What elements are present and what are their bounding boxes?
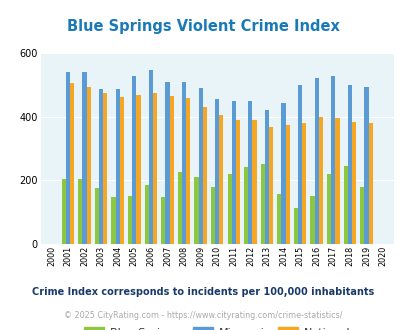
- Bar: [314, 78, 318, 244]
- Bar: [136, 95, 140, 244]
- Bar: [169, 96, 173, 244]
- Bar: [144, 185, 149, 244]
- Bar: [111, 197, 115, 244]
- Bar: [326, 174, 330, 244]
- Bar: [202, 107, 206, 244]
- Bar: [78, 179, 82, 244]
- Bar: [95, 188, 99, 244]
- Bar: [231, 101, 235, 244]
- Bar: [211, 187, 215, 244]
- Bar: [99, 88, 103, 244]
- Bar: [82, 72, 86, 244]
- Bar: [119, 97, 124, 244]
- Bar: [248, 101, 252, 244]
- Bar: [115, 88, 119, 244]
- Bar: [161, 197, 165, 244]
- Bar: [277, 194, 281, 244]
- Bar: [215, 99, 219, 244]
- Bar: [269, 127, 273, 244]
- Bar: [86, 86, 91, 244]
- Bar: [297, 85, 301, 244]
- Bar: [165, 82, 169, 244]
- Bar: [66, 72, 70, 244]
- Bar: [351, 122, 355, 244]
- Text: Crime Index corresponds to incidents per 100,000 inhabitants: Crime Index corresponds to incidents per…: [32, 287, 373, 297]
- Bar: [285, 125, 289, 244]
- Bar: [235, 120, 239, 244]
- Bar: [194, 177, 198, 244]
- Bar: [293, 209, 297, 244]
- Bar: [318, 117, 322, 244]
- Bar: [252, 120, 256, 244]
- Bar: [301, 123, 306, 244]
- Bar: [260, 164, 264, 244]
- Bar: [70, 83, 74, 244]
- Bar: [62, 179, 66, 244]
- Bar: [281, 103, 285, 244]
- Bar: [364, 87, 368, 244]
- Bar: [185, 98, 190, 244]
- Bar: [359, 187, 364, 244]
- Bar: [132, 76, 136, 244]
- Bar: [264, 110, 269, 244]
- Bar: [243, 167, 248, 244]
- Legend: Blue Springs, Missouri, National: Blue Springs, Missouri, National: [80, 322, 354, 330]
- Text: Blue Springs Violent Crime Index: Blue Springs Violent Crime Index: [66, 19, 339, 34]
- Bar: [335, 118, 339, 244]
- Bar: [347, 85, 351, 244]
- Bar: [181, 82, 185, 244]
- Bar: [153, 93, 157, 244]
- Bar: [128, 196, 132, 244]
- Bar: [149, 70, 153, 244]
- Bar: [368, 123, 372, 244]
- Bar: [198, 88, 202, 244]
- Bar: [310, 196, 314, 244]
- Bar: [103, 93, 107, 244]
- Bar: [227, 174, 231, 244]
- Bar: [343, 166, 347, 244]
- Bar: [177, 172, 181, 244]
- Bar: [219, 115, 223, 244]
- Bar: [330, 76, 335, 244]
- Text: © 2025 CityRating.com - https://www.cityrating.com/crime-statistics/: © 2025 CityRating.com - https://www.city…: [64, 311, 341, 320]
